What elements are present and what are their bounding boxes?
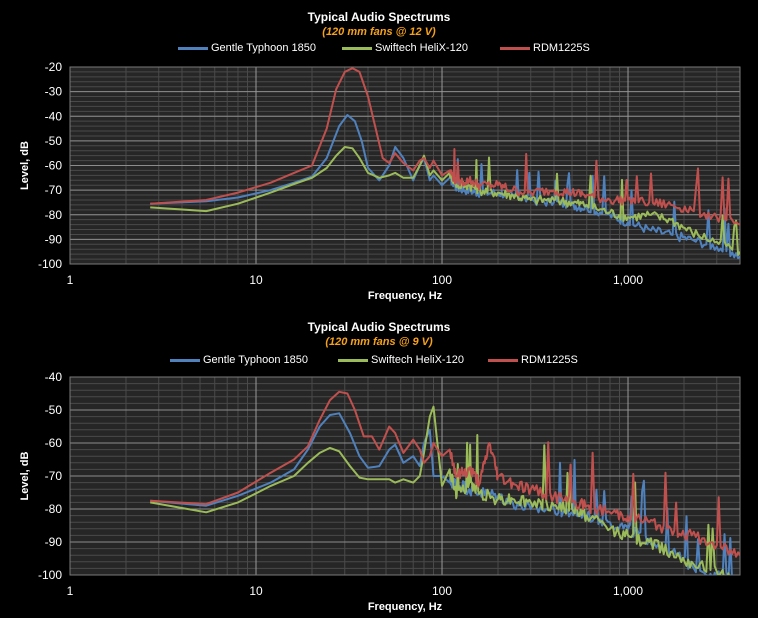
x-axis-label: Frequency, Hz (368, 601, 443, 613)
x-tick-label: 1 (67, 584, 74, 598)
legend-item-swiftech: Swiftech HeliX-120 (338, 354, 464, 366)
y-tick-label: -70 (45, 183, 63, 197)
chart-title: Typical Audio Spectrums (307, 10, 451, 24)
legend-label: Swiftech HeliX-120 (371, 354, 464, 366)
legend-item-swiftech: Swiftech HeliX-120 (342, 42, 468, 54)
y-tick-label: -20 (45, 60, 63, 74)
x-tick-label: 100 (432, 584, 452, 598)
chart-panel-9v: Typical Audio Spectrums (120 mm fans @ 9… (0, 309, 758, 618)
y-tick-label: -50 (45, 403, 63, 417)
y-axis-label: Level, dB (19, 451, 31, 500)
x-tick-label: 10 (249, 273, 263, 287)
y-axis-label: Level, dB (19, 141, 31, 190)
series-line-swiftech (150, 405, 730, 575)
legend-swatch (178, 46, 208, 50)
chart-subtitle: (120 mm fans @ 9 V) (325, 336, 433, 348)
x-tick-label: 10 (249, 584, 263, 598)
x-tick-label: 1,000 (613, 273, 643, 287)
plot-border (69, 376, 741, 576)
y-tick-label: -90 (45, 535, 63, 549)
legend-swatch (500, 46, 530, 50)
y-tick-label: -40 (45, 109, 63, 123)
legend-label: Gentle Typhoon 1850 (211, 42, 316, 54)
y-tick-label: -60 (45, 159, 63, 173)
plot-area (70, 67, 740, 264)
x-tick-label: 100 (432, 273, 452, 287)
series-line-swiftech (150, 146, 740, 256)
legend-swatch (338, 358, 368, 362)
y-tick-label: -100 (38, 257, 62, 271)
chart-panel-12v: Typical Audio Spectrums (120 mm fans @ 1… (0, 10, 758, 302)
legend-swatch (342, 46, 372, 50)
legend-label: RDM1225S (521, 354, 578, 366)
series-line-gentle-typhoon (150, 412, 733, 575)
chart-subtitle: (120 mm fans @ 12 V) (322, 26, 436, 38)
legend-item-rdm: RDM1225S (500, 42, 590, 54)
series-line-rdm (150, 390, 740, 558)
legend-label: Gentle Typhoon 1850 (203, 354, 308, 366)
y-tick-label: -100 (38, 568, 62, 582)
y-tick-label: -40 (45, 370, 63, 384)
y-tick-label: -70 (45, 469, 63, 483)
x-axis-label: Frequency, Hz (368, 290, 443, 302)
legend-swatch (488, 358, 518, 362)
y-tick-label: -30 (45, 85, 63, 99)
x-tick-label: 1 (67, 273, 74, 287)
y-tick-label: -80 (45, 502, 63, 516)
y-tick-label: -80 (45, 208, 63, 222)
legend: Gentle Typhoon 1850 Swiftech HeliX-120 R… (0, 42, 758, 58)
legend-item-rdm: RDM1225S (488, 354, 578, 366)
series-line-gentle-typhoon (150, 114, 740, 260)
legend-label: Swiftech HeliX-120 (375, 42, 468, 54)
series-line-rdm (150, 67, 740, 226)
y-tick-label: -50 (45, 134, 63, 148)
plot-area (70, 377, 740, 575)
y-tick-label: -60 (45, 436, 63, 450)
plot-border (69, 66, 741, 265)
x-tick-label: 1,000 (613, 584, 643, 598)
legend: Gentle Typhoon 1850 Swiftech HeliX-120 R… (0, 354, 758, 370)
legend-item-gentle-typhoon: Gentle Typhoon 1850 (178, 42, 316, 54)
y-tick-label: -90 (45, 232, 63, 246)
chart-title: Typical Audio Spectrums (307, 320, 451, 334)
legend-label: RDM1225S (533, 42, 590, 54)
legend-swatch (170, 358, 200, 362)
legend-item-gentle-typhoon: Gentle Typhoon 1850 (170, 354, 308, 366)
